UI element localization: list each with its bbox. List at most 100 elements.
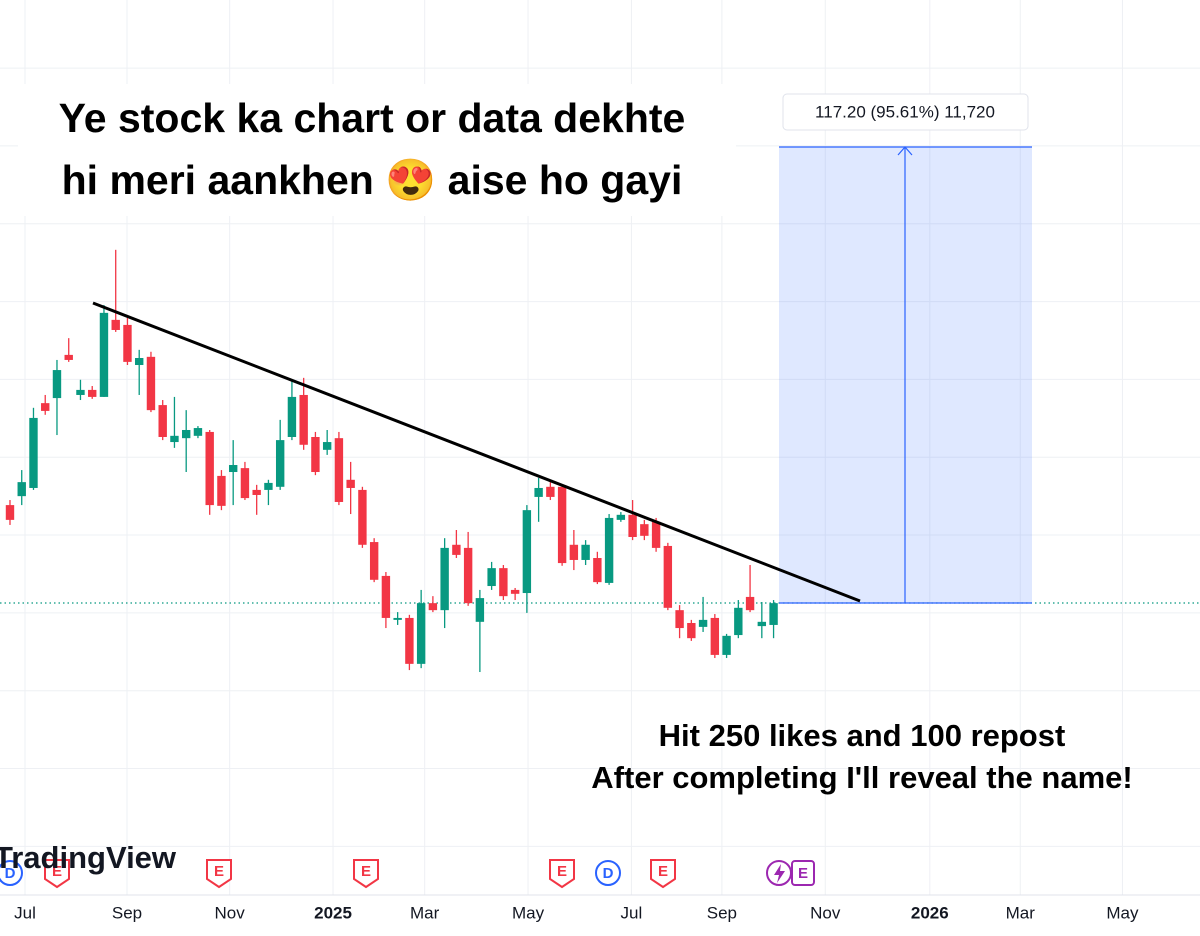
watermark: TradingView bbox=[0, 840, 177, 875]
x-tick-label: Nov bbox=[215, 903, 246, 922]
candle-body bbox=[264, 482, 273, 490]
title-background bbox=[18, 84, 736, 216]
event-badge bbox=[595, 860, 621, 886]
x-tick-label: Jul bbox=[14, 903, 36, 922]
candle-body bbox=[228, 465, 238, 473]
candle-body bbox=[135, 358, 144, 366]
x-tick-label: Mar bbox=[410, 903, 440, 922]
candle-body bbox=[522, 510, 532, 594]
candle-body bbox=[463, 547, 473, 604]
candle-body bbox=[428, 603, 438, 611]
candle-body bbox=[569, 544, 579, 560]
candle-body bbox=[698, 619, 708, 627]
candle-body bbox=[29, 417, 38, 488]
annotation: After completing I'll reveal the name! bbox=[591, 760, 1132, 795]
candle-body bbox=[663, 545, 673, 608]
event-badge bbox=[791, 860, 815, 886]
candle-body bbox=[205, 431, 214, 506]
candle-body bbox=[275, 440, 285, 487]
measure-tool: 117.20 (95.61%) 11,720 bbox=[779, 93, 1032, 604]
event-badge bbox=[206, 859, 232, 889]
candle-body bbox=[358, 489, 367, 545]
candle-body bbox=[510, 589, 520, 594]
candle-body bbox=[334, 438, 344, 502]
candle-body bbox=[76, 389, 85, 395]
candles bbox=[5, 249, 778, 673]
x-tick-label: Mar bbox=[1006, 903, 1036, 922]
candle-body bbox=[593, 558, 602, 583]
candle-body bbox=[757, 621, 767, 627]
x-tick-label: 2026 bbox=[911, 903, 949, 922]
candle-body bbox=[381, 575, 391, 618]
event-label: E bbox=[214, 863, 224, 880]
candle-body bbox=[581, 544, 590, 560]
x-tick-label: Sep bbox=[112, 903, 142, 922]
candle-body bbox=[5, 505, 15, 520]
candle-body bbox=[405, 617, 414, 664]
candle-body bbox=[651, 521, 661, 548]
candle-body bbox=[158, 405, 167, 437]
candle-body bbox=[628, 514, 637, 537]
candle-body bbox=[452, 544, 461, 555]
candle-body bbox=[322, 442, 332, 450]
candle-body bbox=[146, 356, 156, 411]
candle-body bbox=[616, 514, 626, 520]
candle-body bbox=[675, 610, 684, 629]
measure-label: 117.20 (95.61%) 11,720 bbox=[815, 102, 995, 121]
x-axis: Jul Sep Nov 2025 Mar May Jul Sep Nov 2026 Mar May bbox=[14, 903, 1139, 922]
candle-body bbox=[217, 475, 226, 506]
event-label: E bbox=[361, 863, 371, 880]
trendline bbox=[92, 301, 861, 603]
x-tick-label: May bbox=[1106, 903, 1139, 922]
event-label: E bbox=[52, 863, 62, 880]
event-badge bbox=[353, 859, 379, 889]
candle-body bbox=[123, 324, 132, 362]
event-label: E bbox=[557, 863, 567, 880]
candle-body bbox=[745, 596, 755, 611]
x-tick-label: Sep bbox=[707, 903, 737, 922]
measure-label-box bbox=[782, 93, 1029, 131]
candle-body bbox=[52, 370, 62, 399]
event-label: D bbox=[5, 865, 16, 882]
candle-body bbox=[546, 486, 555, 497]
candle-body bbox=[687, 622, 696, 639]
event-label: E bbox=[658, 863, 668, 880]
event-badge bbox=[44, 859, 70, 889]
annotation: Hit 250 likes and 100 repost bbox=[659, 718, 1066, 753]
candle-body bbox=[722, 635, 731, 655]
candle-body bbox=[487, 568, 496, 587]
candle-body bbox=[710, 617, 720, 655]
candle-body bbox=[769, 603, 778, 625]
candle-body bbox=[734, 607, 743, 636]
candle-body bbox=[170, 435, 179, 443]
event-label: D bbox=[603, 865, 614, 882]
candle-body bbox=[41, 403, 50, 411]
candle-body bbox=[299, 394, 308, 445]
title-line: Ye stock ka chart or data dekhte bbox=[59, 95, 686, 141]
candle-body bbox=[99, 312, 109, 397]
measure-arrow-head bbox=[897, 146, 913, 156]
candle-body bbox=[64, 354, 73, 360]
title-line: hi meri aankhen 😍 aise ho gayi bbox=[62, 157, 683, 203]
candle-body bbox=[499, 568, 508, 597]
x-tick-label: Jul bbox=[621, 903, 643, 922]
candle-body bbox=[416, 603, 426, 664]
candle-body bbox=[181, 429, 191, 439]
candle-body bbox=[475, 598, 485, 622]
candle-body bbox=[604, 517, 614, 583]
candle-body bbox=[240, 468, 250, 499]
event-badge bbox=[650, 859, 676, 889]
candle-body bbox=[287, 396, 297, 437]
event-icon bbox=[774, 864, 785, 883]
candle-body bbox=[640, 524, 649, 536]
event-badge bbox=[549, 859, 575, 889]
candle-body bbox=[393, 617, 402, 620]
candle-body bbox=[252, 489, 261, 495]
candle-body bbox=[346, 479, 355, 488]
candle-body bbox=[534, 487, 543, 497]
candle-body bbox=[369, 542, 379, 580]
candle-body bbox=[17, 482, 26, 497]
x-tick-label: Nov bbox=[810, 903, 841, 922]
